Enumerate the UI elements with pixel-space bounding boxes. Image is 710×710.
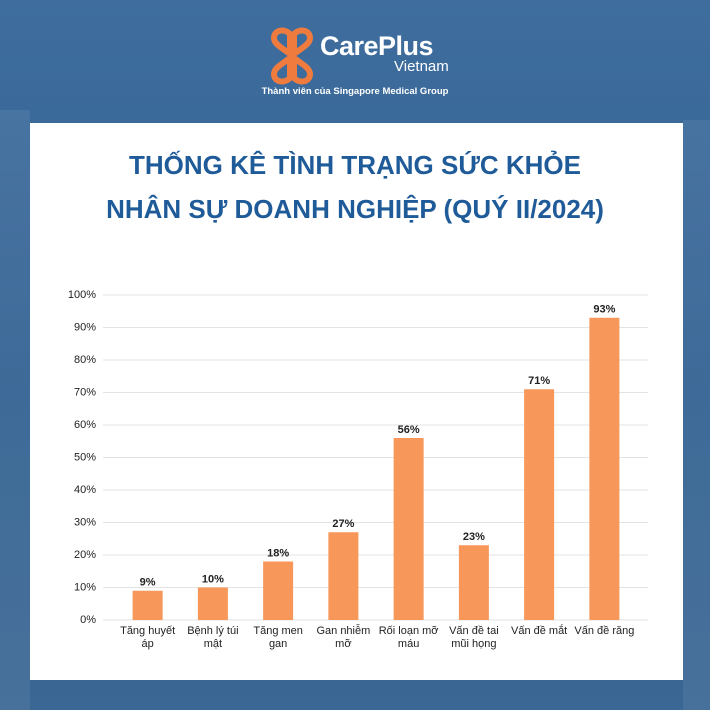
- bar: [524, 389, 555, 620]
- logo-icon: [271, 27, 313, 85]
- x-tick-label: Bệnh lý túi mật: [187, 625, 239, 650]
- y-tick-label: 40%: [74, 484, 96, 496]
- y-tick-label: 60%: [74, 419, 96, 431]
- x-tick-label: Tăng huyết áp: [120, 625, 176, 650]
- value-label: 23%: [463, 531, 485, 543]
- bar: [589, 317, 620, 620]
- bar: [263, 561, 294, 620]
- bar: [393, 438, 424, 620]
- bar: [328, 532, 359, 620]
- y-tick-label: 10%: [74, 581, 96, 593]
- x-tick-label: Gan nhiễm mỡ: [316, 625, 371, 650]
- chart-title: NHÂN SỰ DOANH NGHIỆP (QUÝ II/2024): [106, 194, 604, 224]
- bar: [458, 545, 489, 620]
- tagline: Thành viên của Singapore Medical Group: [261, 86, 449, 97]
- value-label: 10%: [202, 573, 224, 585]
- background-building: [683, 120, 710, 710]
- y-tick-label: 20%: [74, 549, 96, 561]
- y-tick-label: 70%: [74, 386, 96, 398]
- bar: [197, 587, 228, 620]
- x-tick-label: Vấn đề răng: [574, 625, 635, 637]
- value-label: 56%: [398, 424, 420, 436]
- y-tick-label: 90%: [74, 321, 96, 333]
- y-tick-label: 30%: [74, 516, 96, 528]
- value-label: 9%: [140, 577, 156, 589]
- y-tick-label: 100%: [68, 289, 96, 301]
- bar: [132, 590, 163, 620]
- chart-title: THỐNG KÊ TÌNH TRẠNG SỨC KHỎE: [128, 150, 582, 180]
- x-tick-label: Vấn đề mắt: [510, 625, 568, 637]
- background-building: [0, 110, 30, 710]
- brand-name: CarePlus: [320, 31, 434, 61]
- value-label: 18%: [267, 547, 289, 559]
- x-tick-label: Vấn đề tai mũi họng: [449, 625, 499, 650]
- value-label: 71%: [528, 375, 550, 387]
- x-tick-label: Tăng men gan: [253, 625, 303, 650]
- value-label: 93%: [593, 304, 615, 316]
- value-label: 27%: [332, 518, 354, 530]
- x-tick-label: Rối loạn mỡ máu: [378, 625, 439, 650]
- y-tick-label: 80%: [74, 354, 96, 366]
- y-tick-label: 0%: [80, 614, 96, 626]
- logo: CarePlus Vietnam: [320, 31, 449, 75]
- y-tick-label: 50%: [74, 451, 96, 463]
- brand-sub: Vietnam: [394, 58, 449, 75]
